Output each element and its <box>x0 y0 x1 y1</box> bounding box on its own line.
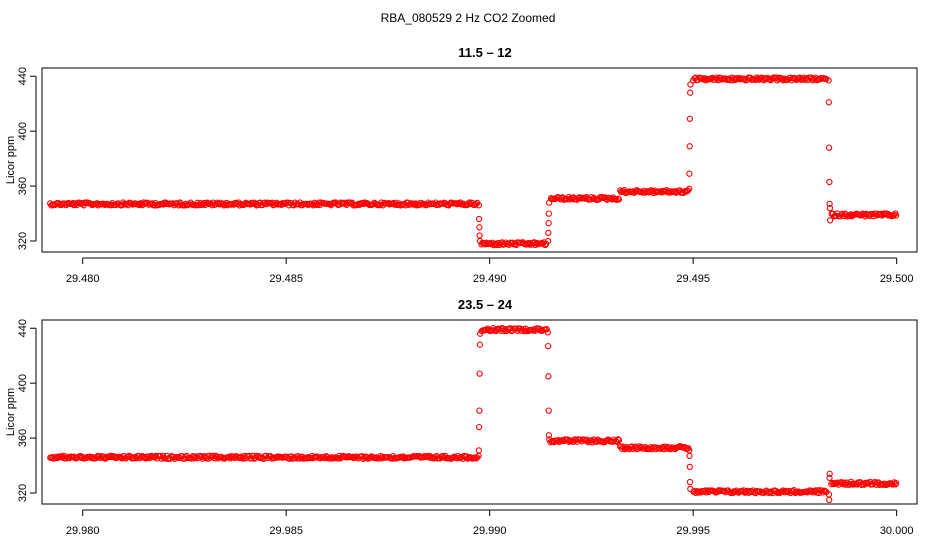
y-tick-label: 440 <box>17 319 29 337</box>
panel-title-top: 11.5 – 12 <box>458 45 512 60</box>
data-point <box>826 204 834 212</box>
data-point <box>473 454 481 461</box>
data-point <box>543 325 550 333</box>
data-point <box>615 436 622 443</box>
panel-title-bottom: 23.5 – 24 <box>458 297 513 312</box>
x-tick-label: 30.000 <box>880 525 914 537</box>
x-tick-label: 29.500 <box>880 273 914 285</box>
data-point <box>476 407 483 414</box>
y-tick-label: 360 <box>17 177 29 195</box>
x-tick-label: 29.495 <box>676 273 710 285</box>
scatter-points-top <box>47 74 900 249</box>
data-point <box>545 229 552 236</box>
plot-area-bottom <box>41 319 918 505</box>
data-point <box>686 452 693 460</box>
y-tick-label: 320 <box>17 232 29 250</box>
y-axis-bottom: 320 360 400 440 <box>17 319 37 502</box>
data-point <box>476 330 484 337</box>
y-tick-label: 440 <box>17 67 29 85</box>
data-point <box>686 463 693 471</box>
x-tick-label: 29.990 <box>473 525 507 537</box>
data-point <box>475 423 483 431</box>
chart-panel-top: 11.5 – 12 Licor ppm 29.480 29.485 29.490 29… <box>5 45 918 285</box>
data-point <box>686 170 693 177</box>
data-point <box>687 485 694 493</box>
data-point <box>331 455 338 462</box>
x-tick-label: 29.480 <box>66 273 100 285</box>
data-point <box>545 432 553 439</box>
data-point <box>542 241 549 249</box>
data-point <box>93 453 101 460</box>
y-axis-top: 320 360 400 440 <box>17 67 37 250</box>
data-point <box>826 470 833 477</box>
data-point <box>825 144 833 151</box>
data-point <box>615 196 623 203</box>
scatter-points-bottom <box>47 324 900 504</box>
data-point <box>826 178 833 186</box>
data-point <box>686 185 693 192</box>
data-point <box>544 237 552 245</box>
data-point <box>476 341 484 348</box>
x-axis-top: 29.480 29.485 29.490 29.495 29.500 <box>66 257 914 285</box>
data-point <box>458 201 466 208</box>
data-point <box>546 436 553 443</box>
y-tick-label: 400 <box>17 374 29 392</box>
data-point <box>407 201 414 208</box>
data-point <box>475 447 483 454</box>
data-point <box>545 220 552 227</box>
data-point <box>892 212 900 219</box>
data-point <box>476 224 483 231</box>
y-tick-label: 320 <box>17 484 29 502</box>
data-point <box>829 479 836 487</box>
data-point <box>545 199 553 206</box>
x-tick-label: 29.995 <box>676 525 710 537</box>
data-point <box>476 237 484 245</box>
x-axis-bottom: 29.980 29.985 29.990 29.995 30.000 <box>66 509 914 537</box>
data-point <box>476 232 483 239</box>
figure-title: RBA_080529 2 Hz CO2 Zoomed <box>381 11 556 25</box>
data-point <box>545 210 552 217</box>
data-point <box>409 453 416 460</box>
data-point <box>826 217 834 224</box>
y-axis-label-bottom: Licor ppm <box>5 388 17 436</box>
data-point <box>686 478 694 486</box>
data-point <box>826 474 833 482</box>
data-point <box>75 199 83 206</box>
plot-area-top <box>41 67 918 253</box>
data-point <box>825 99 833 106</box>
data-point <box>475 202 483 209</box>
y-tick-label: 400 <box>17 122 29 140</box>
data-point <box>544 329 552 336</box>
chart-panel-bottom: 23.5 – 24 Licor ppm 29.980 29.985 29.990 29… <box>5 297 918 537</box>
data-point <box>801 76 808 83</box>
data-point <box>687 89 694 96</box>
data-point <box>687 81 694 88</box>
data-point <box>826 200 833 208</box>
data-point <box>826 496 833 504</box>
x-tick-label: 29.485 <box>269 273 303 285</box>
y-tick-label: 360 <box>17 429 29 447</box>
data-point <box>545 407 552 414</box>
data-point <box>476 370 483 377</box>
data-point <box>615 436 623 444</box>
data-point <box>545 373 552 380</box>
x-tick-label: 29.980 <box>66 525 100 537</box>
x-tick-label: 29.985 <box>269 525 303 537</box>
data-point <box>893 479 900 487</box>
data-point <box>361 199 368 206</box>
y-axis-label-top: Licor ppm <box>5 136 17 184</box>
data-point <box>711 488 719 495</box>
data-point <box>630 188 637 195</box>
data-point <box>472 200 480 208</box>
data-point <box>686 115 694 122</box>
data-point <box>825 77 832 84</box>
data-point <box>686 143 693 150</box>
data-point <box>545 342 552 350</box>
data-point <box>475 215 483 223</box>
data-point <box>140 199 147 206</box>
x-tick-label: 29.490 <box>473 273 507 285</box>
data-point <box>107 452 114 459</box>
